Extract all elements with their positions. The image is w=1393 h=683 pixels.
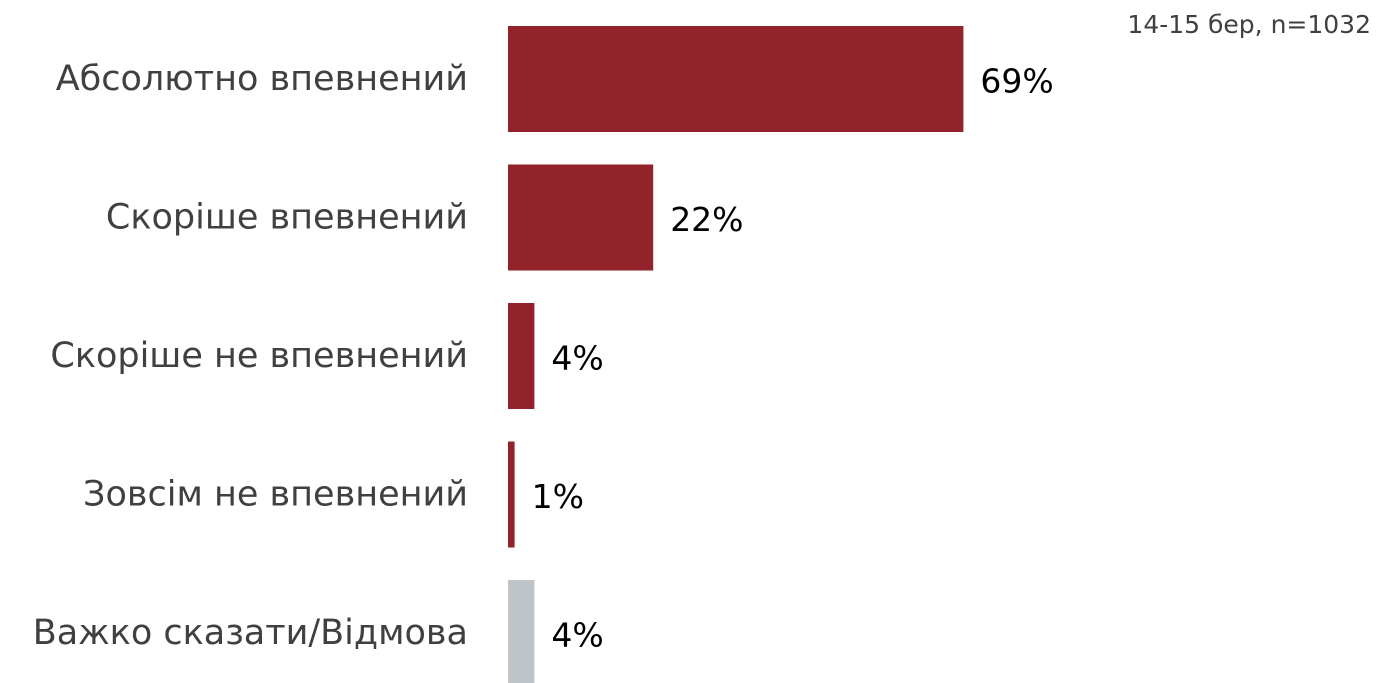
category-label-2: Скоріше впевнений bbox=[106, 198, 468, 238]
category-label-5: Важко сказати/Відмова bbox=[33, 613, 468, 653]
value-label-1: 69% bbox=[980, 62, 1053, 101]
bar-4 bbox=[508, 441, 515, 548]
value-label-2: 22% bbox=[670, 200, 743, 239]
bar-5 bbox=[508, 580, 535, 683]
sample-note: 14-15 бер, n=1032 bbox=[1127, 10, 1371, 39]
value-label-5: 4% bbox=[551, 616, 603, 655]
bar-3 bbox=[508, 303, 535, 409]
value-label-3: 4% bbox=[551, 339, 603, 378]
category-label-3: Скоріше не впевнений bbox=[50, 336, 468, 376]
bar-1 bbox=[508, 26, 964, 132]
value-label-4: 1% bbox=[532, 477, 584, 516]
bar-2 bbox=[508, 164, 654, 271]
category-label-4: Зовсім не впевнений bbox=[83, 475, 468, 515]
category-label-1: Абсолютно впевнений bbox=[56, 59, 468, 99]
